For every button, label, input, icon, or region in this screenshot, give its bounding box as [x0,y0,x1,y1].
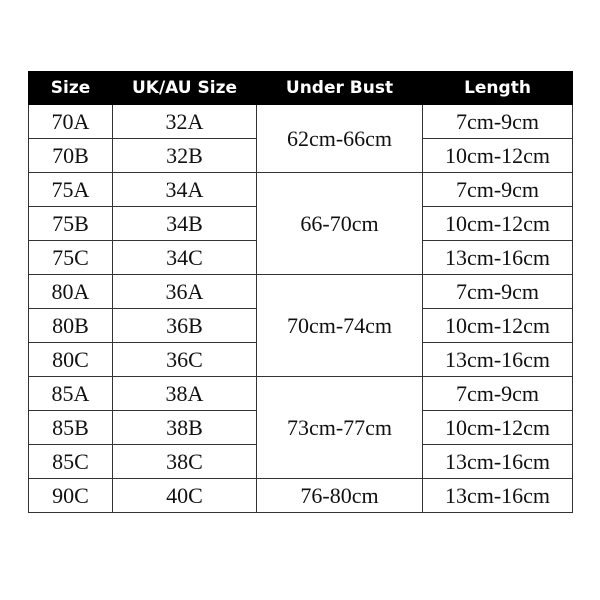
length-cell: 10cm-12cm [422,308,573,343]
under-bust-cell: 70cm-74cm [256,274,423,377]
size-cell: 85C [28,444,113,479]
length-cell: 7cm-9cm [422,104,573,139]
table-row: 75A 34A 66-70cm 7cm-9cm [28,172,573,275]
header-uk-au-size: UK/AU Size [112,71,257,105]
size-cell: 70A [28,104,113,139]
uk-au-size-cell: 38B [112,410,257,445]
size-cell: 75B [28,206,113,241]
size-cell: 80A [28,274,113,309]
uk-au-size-cell: 36B [112,308,257,343]
table-row: 80A 36A 70cm-74cm 7cm-9cm [28,274,573,377]
uk-au-size-cell: 38C [112,444,257,479]
length-cell: 7cm-9cm [422,376,573,411]
size-cell: 80C [28,342,113,377]
uk-au-size-cell: 32B [112,138,257,173]
uk-au-size-cell: 36A [112,274,257,309]
uk-au-size-cell: 40C [112,478,257,513]
table-row: 80C 36C 13cm-16cm [28,342,573,377]
size-cell: 70B [28,138,113,173]
length-cell: 7cm-9cm [422,172,573,207]
size-chart-table: Size UK/AU Size Under Bust Length 70A 32A… [28,71,573,513]
under-bust-cell: 76-80cm [256,478,423,513]
table-row: 70A 32A 62cm-66cm 7cm-9cm [28,104,573,173]
table-row: 70B 32B 10cm-12cm [28,138,573,173]
size-cell: 85A [28,376,113,411]
size-cell: 85B [28,410,113,445]
table-row: 85C 38C 13cm-16cm [28,444,573,479]
uk-au-size-cell: 36C [112,342,257,377]
header-row: Size UK/AU Size Under Bust Length [28,71,573,105]
under-bust-cell: 73cm-77cm [256,376,423,479]
length-cell: 13cm-16cm [422,240,573,275]
header-under-bust: Under Bust [256,71,423,105]
under-bust-cell: 66-70cm [256,172,423,275]
table-row: 85A 38A 73cm-77cm 7cm-9cm [28,376,573,479]
size-cell: 80B [28,308,113,343]
uk-au-size-cell: 38A [112,376,257,411]
length-cell: 13cm-16cm [422,444,573,479]
length-cell: 13cm-16cm [422,478,573,513]
size-cell: 90C [28,478,113,513]
length-cell: 10cm-12cm [422,410,573,445]
header-size: Size [28,71,113,105]
under-bust-cell: 62cm-66cm [256,104,423,173]
table-body: 70A 32A 62cm-66cm 7cm-9cm 70B 32B 10cm-12cm 75A… [28,104,573,513]
header-length: Length [422,71,573,105]
length-cell: 10cm-12cm [422,206,573,241]
size-cell: 75A [28,172,113,207]
table-row: 80B 36B 10cm-12cm [28,308,573,343]
length-cell: 7cm-9cm [422,274,573,309]
table-row: 90C 40C 76-80cm 13cm-16cm [28,478,573,513]
length-cell: 10cm-12cm [422,138,573,173]
uk-au-size-cell: 34B [112,206,257,241]
uk-au-size-cell: 34C [112,240,257,275]
table-row: 85B 38B 10cm-12cm [28,410,573,445]
size-cell: 75C [28,240,113,275]
uk-au-size-cell: 34A [112,172,257,207]
uk-au-size-cell: 32A [112,104,257,139]
length-cell: 13cm-16cm [422,342,573,377]
